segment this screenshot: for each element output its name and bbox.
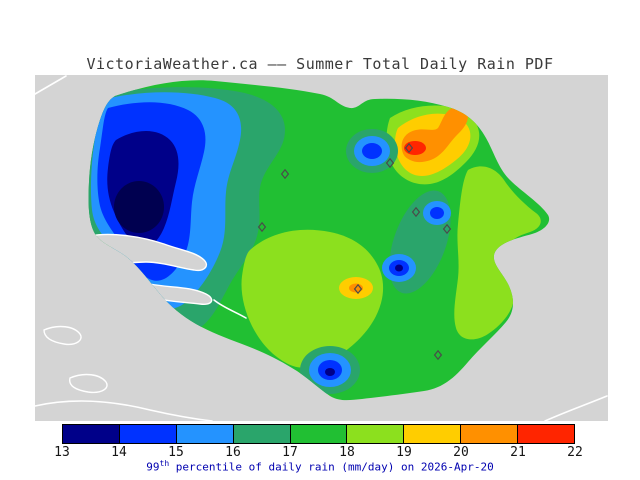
coastline-top-left [34, 75, 67, 95]
coastline-island-sw-1 [43, 325, 82, 346]
colorbar-tick: 20 [453, 445, 469, 460]
colorbar-tick: 19 [396, 445, 412, 460]
station-marker [433, 349, 443, 361]
station-marker [442, 223, 452, 235]
colorbar-segment [176, 425, 234, 443]
colorbar-caption: 99th percentile of daily rain (mm/day) o… [0, 459, 640, 474]
colorbar-segment [347, 425, 405, 443]
colorbar-tick: 18 [339, 445, 355, 460]
caption-suffix: percentile of daily rain (mm/day) on 202… [169, 460, 494, 474]
contour-lightgreen-center-south [241, 229, 384, 368]
colorbar-tick: 15 [168, 445, 184, 460]
bullseye-d-navy-core [325, 368, 335, 376]
colorbar-segment [461, 425, 519, 443]
contour-field [88, 87, 541, 394]
colorbar-tick: 17 [282, 445, 298, 460]
colorbar-ticks: 13 14 15 16 17 18 19 20 21 22 [54, 445, 583, 460]
page-title: VictoriaWeather.ca –– Summer Total Daily… [86, 55, 554, 73]
colorbar-segment [404, 425, 462, 443]
station-markers [257, 142, 452, 361]
station-marker [385, 157, 395, 169]
colorbar-segment [119, 425, 177, 443]
colorbar-segment [233, 425, 291, 443]
bullseye-c-navy-core [395, 264, 403, 272]
colorbar-tick: 13 [54, 445, 70, 460]
colorbar-tick: 14 [111, 445, 127, 460]
station-marker [411, 206, 421, 218]
station-marker [280, 168, 290, 180]
caption-superscript: th [159, 459, 170, 468]
colorbar-segment [290, 425, 348, 443]
station-marker [353, 283, 363, 295]
colorbar-tick: 21 [510, 445, 526, 460]
colorbar-tick: 22 [567, 445, 583, 460]
station-marker [257, 221, 267, 233]
caption-prefix: 99 [146, 460, 160, 474]
outer-coastlines [34, 75, 608, 422]
bullseye-a-blue [362, 143, 382, 159]
colorbar-tick: 16 [225, 445, 241, 460]
contour-red-core-northeast [404, 141, 426, 155]
station-marker [404, 142, 414, 154]
coastline-south-shore [34, 400, 213, 422]
colorbar-segment [518, 425, 575, 443]
contour-darkest-core-west [114, 181, 164, 233]
inlet-shoreline [213, 299, 247, 319]
coastline-island-sw-2 [69, 373, 108, 394]
colorbar-segment [63, 425, 120, 443]
bullseye-b-blue [430, 207, 444, 219]
coastline-bottom-right [544, 395, 608, 422]
colorbar [62, 424, 575, 444]
